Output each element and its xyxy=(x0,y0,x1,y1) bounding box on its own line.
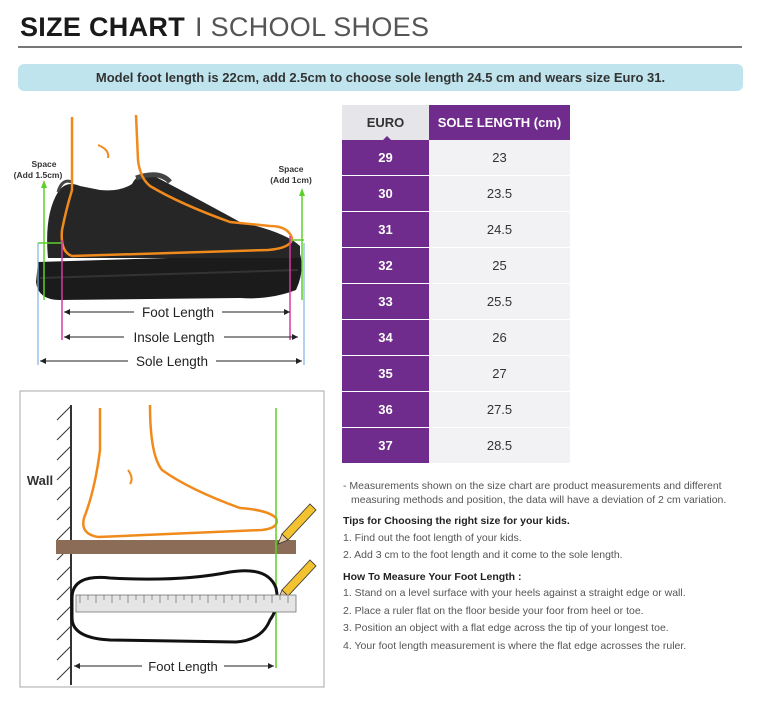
euro-size-cell: 31 xyxy=(342,211,429,248)
size-chart-title: SIZE CHART I SCHOOL SHOES xyxy=(20,12,429,43)
pencil-icon xyxy=(277,503,317,545)
shoe-sole xyxy=(36,254,302,300)
model-info-banner: Model foot length is 22cm, add 2.5cm to … xyxy=(18,64,743,91)
euro-size-cell: 29 xyxy=(342,140,429,176)
howto-item: 3. Position an object with a flat edge a… xyxy=(343,622,669,634)
foot-outline xyxy=(60,114,294,258)
title-sub: I SCHOOL SHOES xyxy=(195,12,430,42)
sizing-notes: - Measurements shown on the size chart a… xyxy=(343,480,753,657)
space-right-label-line2: (Add 1cm) xyxy=(270,175,312,185)
sole-length-cell: 27.5 xyxy=(429,391,570,428)
insole-length-label: Insole Length xyxy=(133,330,214,345)
table-row: 35 27 xyxy=(342,355,570,392)
tip-item: 1. Find out the foot length of your kids… xyxy=(343,531,522,544)
euro-size-cell: 37 xyxy=(342,427,429,464)
shoe-size-diagram: Foot Length Insole Length Sole Length Sp… xyxy=(14,114,312,370)
shoe-and-foot-diagrams: Foot Length Insole Length Sole Length Sp… xyxy=(14,114,325,688)
shoe-upper xyxy=(47,174,300,258)
sole-length-cell: 23 xyxy=(429,140,570,176)
table-row: 36 27.5 xyxy=(342,391,570,428)
measure-foot-length-label: Foot Length xyxy=(148,659,217,674)
euro-size-cell: 33 xyxy=(342,283,429,320)
space-left-label-line2: (Add 1.5cm) xyxy=(14,170,63,180)
sole-length-cell: 28.5 xyxy=(429,427,570,464)
measurement-note: - Measurements shown on the size chart a… xyxy=(343,480,727,506)
howto-item: 4. Your foot length measurement is where… xyxy=(343,639,687,652)
tip-item: 2. Add 3 cm to the foot length and it co… xyxy=(343,549,623,561)
table-row: 31 24.5 xyxy=(342,211,570,248)
foot-measuring-diagram: Wall Foot xyxy=(19,390,325,688)
foot-ankle xyxy=(97,144,110,159)
howto-item: 1. Stand on a level surface with your he… xyxy=(343,587,686,599)
tips-heading: Tips for Choosing the right size for you… xyxy=(343,515,570,527)
sole-length-cell: 26 xyxy=(429,319,570,356)
size-table: EURO SOLE LENGTH (cm) 29 23 30 23.5 31 24.5… xyxy=(342,105,570,464)
table-row: 33 25.5 xyxy=(342,283,570,320)
shoe-sole-stripe xyxy=(39,269,299,279)
euro-size-cell: 34 xyxy=(342,319,429,356)
sole-length-cell: 24.5 xyxy=(429,211,570,248)
table-row: 34 26 xyxy=(342,319,570,356)
euro-size-cell: 36 xyxy=(342,391,429,428)
shoe-collar xyxy=(56,179,73,193)
euro-column-header: EURO xyxy=(342,105,429,141)
space-right-label-line1: Space xyxy=(278,164,303,174)
sole-length-column-header: SOLE LENGTH (cm) xyxy=(429,105,570,140)
euro-size-cell: 35 xyxy=(342,355,429,392)
sole-length-cell: 23.5 xyxy=(429,175,570,212)
wall-label: Wall xyxy=(27,473,53,488)
howto-heading: How To Measure Your Foot Length : xyxy=(343,570,522,583)
shoe-tongue xyxy=(135,172,172,184)
table-row: 32 25 xyxy=(342,247,570,284)
table-row: 29 23 xyxy=(342,140,570,176)
euro-size-cell: 30 xyxy=(342,175,429,212)
table-row: 37 28.5 xyxy=(342,427,570,464)
sole-length-cell: 27 xyxy=(429,355,570,392)
size-table-header: EURO SOLE LENGTH (cm) xyxy=(342,105,570,141)
sole-length-label: Sole Length xyxy=(136,354,208,369)
table-row: 30 23.5 xyxy=(342,175,570,212)
space-left-label-line1: Space xyxy=(31,159,56,169)
sole-length-cell: 25.5 xyxy=(429,283,570,320)
euro-size-cell: 32 xyxy=(342,247,429,284)
title-divider xyxy=(18,46,742,48)
sole-length-cell: 25 xyxy=(429,247,570,284)
ruler xyxy=(75,594,297,613)
foot-length-label: Foot Length xyxy=(142,305,214,320)
title-main: SIZE CHART xyxy=(20,12,185,42)
howto-item: 2. Place a ruler flat on the floor besid… xyxy=(343,604,644,617)
